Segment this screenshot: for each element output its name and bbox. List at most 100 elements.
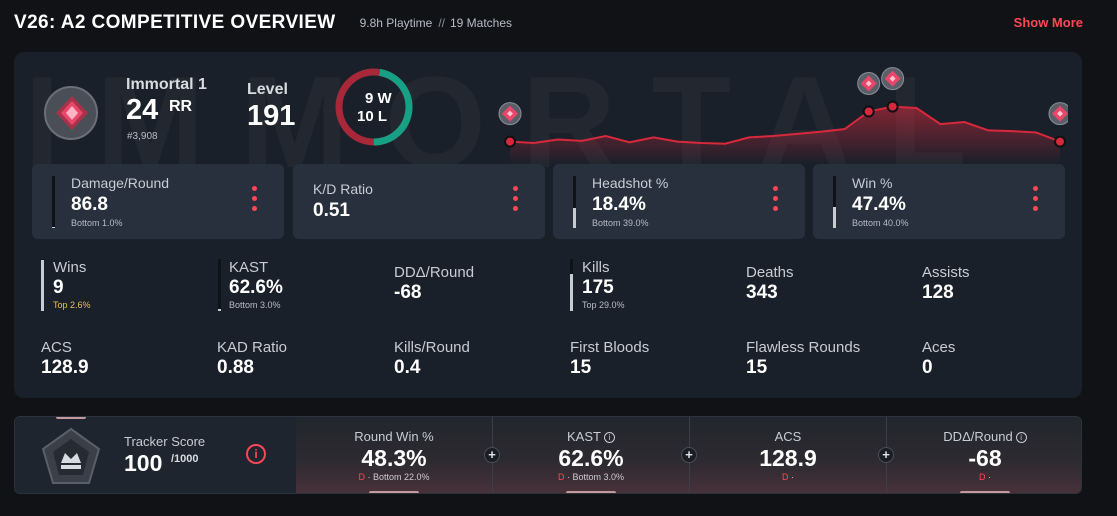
stat-value: 128.9 (41, 357, 89, 378)
stat-assists: Assists 128 (922, 264, 1082, 324)
stat-kad-ratio: KAD Ratio 0.88 (217, 339, 387, 398)
stat-deaths: Deaths 343 (746, 264, 916, 324)
more-options-icon[interactable] (1033, 186, 1038, 211)
tracker-score-icon (41, 427, 101, 484)
stat-label: Wins (53, 259, 87, 276)
leaderboard-position: #3,908 (127, 131, 158, 142)
cell-label: ACS (774, 429, 802, 444)
percentile-bar (833, 176, 836, 228)
more-options-icon[interactable] (513, 186, 518, 211)
stat-label: ACS (41, 339, 72, 356)
info-icon[interactable]: i (1015, 432, 1027, 443)
page-header: V26: A2 COMPETITIVE OVERVIEW 9.8h Playti… (14, 11, 512, 35)
cell-value: 62.6% (558, 445, 624, 471)
stat-card-kd-ratio[interactable]: K/D Ratio 0.51 (293, 164, 545, 239)
cell-value: 48.3% (361, 445, 427, 471)
plus-icon: + (681, 447, 697, 463)
stat-label: KAST (229, 259, 269, 276)
tracker-score-strip: Tracker Score 100 /1000 i Round Win % 48… (14, 416, 1082, 494)
tracker-breakdown: Round Win % 48.3% D · Bottom 22.0% + KAS… (296, 417, 1081, 493)
stat-label: DDΔ/Round (394, 264, 475, 281)
tracker-cell-kast[interactable]: KAST i 62.6% D · Bottom 3.0% (493, 417, 689, 493)
info-icon[interactable]: i (246, 444, 266, 464)
stat-label: Flawless Rounds (746, 339, 861, 356)
page-title: V26: A2 COMPETITIVE OVERVIEW (14, 12, 336, 33)
stat-label: Damage/Round (71, 175, 170, 191)
stat-percentile: Top 29.0% (582, 300, 625, 310)
show-more-link[interactable]: Show More (1013, 15, 1083, 30)
rating-trend-chart[interactable] (488, 64, 1068, 164)
stat-label: Kills/Round (394, 339, 470, 356)
stat-value: 86.8 (71, 194, 108, 215)
info-icon[interactable]: i (603, 432, 615, 443)
stat-value: 15 (570, 357, 592, 378)
stat-percentile: Bottom 40.0% (852, 218, 909, 228)
trend-point (504, 135, 516, 148)
stat-dd-delta: DDΔ/Round -68 (394, 264, 564, 324)
stat-kills-per-round: Kills/Round 0.4 (394, 339, 564, 398)
cell-grade: D · (979, 472, 991, 482)
stat-card-win-percent[interactable]: Win % 47.4% Bottom 40.0% (813, 164, 1065, 239)
percentile-bar (570, 259, 573, 311)
percentile-bar (218, 259, 221, 311)
stat-wins: Wins 9 Top 2.6% (41, 259, 211, 319)
stat-first-bloods: First Bloods 15 (570, 339, 740, 398)
stat-acs: ACS 128.9 (41, 339, 211, 398)
tab-notch (56, 417, 86, 419)
stat-flawless-rounds: Flawless Rounds 15 (746, 339, 916, 398)
win-arc (335, 68, 413, 146)
more-options-icon[interactable] (252, 186, 257, 211)
cell-label: KAST i (493, 429, 689, 444)
percentile-bar (573, 176, 576, 228)
trend-line (509, 105, 1061, 145)
wins-count: 9 W (365, 90, 392, 107)
stat-value: 47.4% (852, 194, 906, 215)
stat-value: 0.4 (394, 357, 421, 378)
stat-label: Deaths (746, 264, 794, 281)
tracker-cell-round-win[interactable]: Round Win % 48.3% D · Bottom 22.0% (296, 417, 492, 493)
stat-value: 62.6% (229, 277, 283, 298)
grade-pill (369, 491, 419, 493)
stat-label: Win % (852, 175, 893, 191)
stat-value: 0 (922, 357, 933, 378)
rank-marker-icon (881, 67, 905, 91)
rank-rr: 24 (126, 94, 159, 126)
stat-percentile: Bottom 39.0% (592, 218, 649, 228)
cell-grade: D · Bottom 3.0% (557, 472, 625, 482)
stat-label: KAD Ratio (217, 339, 288, 356)
stat-label: Kills (582, 259, 610, 276)
trend-point (1054, 135, 1066, 148)
stat-kills: Kills 175 Top 29.0% (570, 259, 740, 319)
trend-point (862, 105, 875, 118)
plus-icon: + (484, 447, 500, 463)
rank-marker-icon (498, 102, 522, 126)
playtime: 9.8h Playtime (359, 16, 433, 30)
losses-count: 10 L (357, 108, 388, 125)
plus-icon: + (878, 447, 894, 463)
stat-value: 18.4% (592, 194, 646, 215)
tracker-cell-dd-delta[interactable]: DDΔ/Round i -68 D · (887, 417, 1081, 493)
cell-grade: D · (782, 472, 794, 482)
trend-point (886, 100, 899, 113)
stat-label: First Bloods (570, 339, 650, 356)
tracker-score-label: Tracker Score (124, 434, 206, 449)
stat-label: Headshot % (592, 175, 669, 191)
tracker-cell-acs[interactable]: ACS 128.9 D · (690, 417, 886, 493)
stat-percentile: Bottom 1.0% (71, 218, 123, 228)
stat-card-damage-round[interactable]: Damage/Round 86.8 Bottom 1.0% (32, 164, 284, 239)
stat-value: 15 (746, 357, 768, 378)
rank-rr-unit: RR (169, 98, 193, 115)
rank-marker-icon (857, 72, 881, 95)
percentile-bar (41, 259, 44, 311)
more-options-icon[interactable] (773, 186, 778, 211)
stat-card-headshot[interactable]: Headshot % 18.4% Bottom 39.0% (553, 164, 805, 239)
stat-value: 175 (582, 277, 614, 298)
cell-label: DDΔ/Round i (887, 429, 1081, 444)
stat-kast: KAST 62.6% Bottom 3.0% (218, 259, 388, 319)
stat-aces: Aces 0 (922, 339, 1082, 398)
playtime-summary: 9.8h Playtime // 19 Matches (360, 16, 512, 30)
stat-value: -68 (394, 282, 422, 303)
level-value: 191 (247, 100, 296, 132)
rank-icon (44, 86, 98, 140)
tracker-score-value: 100 (124, 450, 163, 476)
